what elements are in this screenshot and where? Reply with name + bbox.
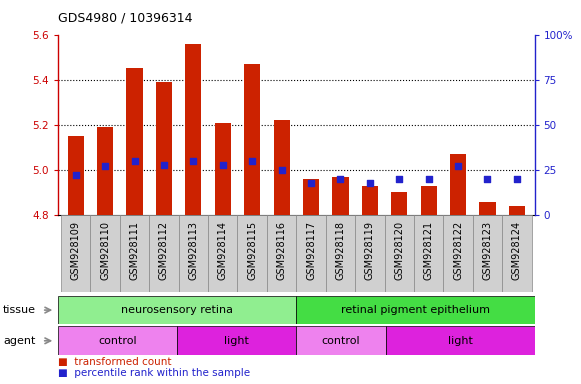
- Point: [453, 163, 462, 169]
- Point: [218, 161, 227, 167]
- Point: [483, 176, 492, 182]
- Text: tissue: tissue: [3, 305, 36, 315]
- Bar: [450, 154, 466, 215]
- Point: [130, 158, 139, 164]
- Text: GSM928118: GSM928118: [335, 221, 346, 280]
- Point: [71, 172, 80, 179]
- Bar: [326, 215, 355, 292]
- Bar: [58, 326, 177, 355]
- Text: GSM928112: GSM928112: [159, 221, 169, 280]
- Bar: [244, 64, 260, 215]
- Point: [394, 176, 404, 182]
- Bar: [296, 215, 326, 292]
- Point: [424, 176, 433, 182]
- Text: GSM928111: GSM928111: [130, 221, 139, 280]
- Bar: [67, 136, 84, 215]
- Bar: [362, 186, 378, 215]
- Bar: [179, 215, 208, 292]
- Bar: [61, 215, 91, 292]
- Bar: [303, 179, 319, 215]
- Bar: [208, 215, 238, 292]
- Point: [248, 158, 257, 164]
- Bar: [296, 296, 535, 324]
- Text: GSM928115: GSM928115: [247, 221, 257, 280]
- Text: GSM928124: GSM928124: [512, 221, 522, 280]
- Text: GSM928116: GSM928116: [277, 221, 286, 280]
- Bar: [421, 186, 437, 215]
- Point: [306, 179, 315, 185]
- Bar: [97, 127, 113, 215]
- Text: retinal pigment epithelium: retinal pigment epithelium: [341, 305, 490, 315]
- Text: control: control: [98, 336, 137, 346]
- Bar: [332, 177, 349, 215]
- Text: GSM928117: GSM928117: [306, 221, 316, 280]
- Bar: [267, 215, 296, 292]
- Text: control: control: [322, 336, 360, 346]
- Text: light: light: [447, 336, 472, 346]
- Text: GSM928113: GSM928113: [188, 221, 198, 280]
- Bar: [443, 215, 473, 292]
- Bar: [391, 192, 407, 215]
- Point: [512, 176, 522, 182]
- Bar: [502, 215, 532, 292]
- Text: GSM928122: GSM928122: [453, 221, 463, 280]
- Bar: [385, 215, 414, 292]
- Text: ■  transformed count: ■ transformed count: [58, 358, 171, 367]
- Text: light: light: [224, 336, 249, 346]
- Bar: [355, 215, 385, 292]
- Point: [336, 176, 345, 182]
- Bar: [58, 296, 296, 324]
- Bar: [91, 215, 120, 292]
- Bar: [127, 68, 143, 215]
- Bar: [156, 82, 172, 215]
- Bar: [274, 120, 290, 215]
- Bar: [386, 326, 535, 355]
- Point: [365, 179, 375, 185]
- Point: [189, 158, 198, 164]
- Text: GSM928114: GSM928114: [218, 221, 228, 280]
- Text: GSM928120: GSM928120: [394, 221, 404, 280]
- Text: neurosensory retina: neurosensory retina: [121, 305, 233, 315]
- Text: agent: agent: [3, 336, 35, 346]
- Bar: [185, 43, 202, 215]
- Text: GSM928119: GSM928119: [365, 221, 375, 280]
- Bar: [414, 215, 443, 292]
- Text: GSM928109: GSM928109: [71, 221, 81, 280]
- Bar: [215, 122, 231, 215]
- Text: GDS4980 / 10396314: GDS4980 / 10396314: [58, 12, 192, 25]
- Text: GSM928110: GSM928110: [100, 221, 110, 280]
- Point: [277, 167, 286, 173]
- Text: GSM928123: GSM928123: [482, 221, 493, 280]
- Bar: [120, 215, 149, 292]
- Bar: [149, 215, 179, 292]
- Bar: [177, 326, 296, 355]
- Text: GSM928121: GSM928121: [424, 221, 433, 280]
- Text: ■  percentile rank within the sample: ■ percentile rank within the sample: [58, 368, 250, 378]
- Bar: [479, 202, 496, 215]
- Bar: [473, 215, 502, 292]
- Bar: [296, 326, 386, 355]
- Point: [101, 163, 110, 169]
- Bar: [238, 215, 267, 292]
- Point: [159, 161, 168, 167]
- Bar: [509, 206, 525, 215]
